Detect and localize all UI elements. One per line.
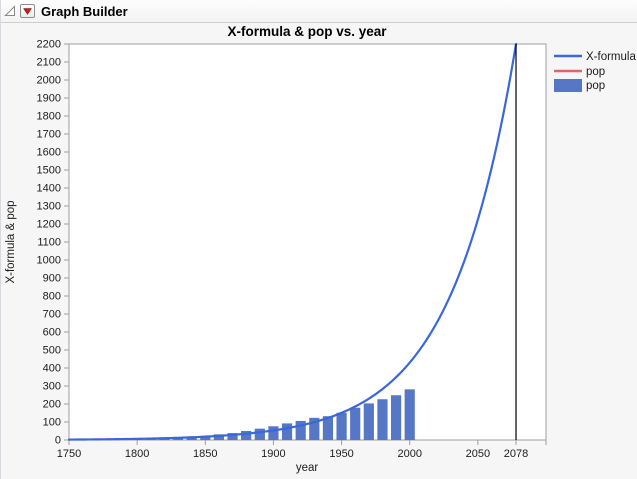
y-axis-title[interactable]: X-formula & pop <box>5 200 17 283</box>
line-series-layer <box>67 42 518 441</box>
x-tick-label[interactable]: 1900 <box>261 448 285 460</box>
report-header: Graph Builder <box>1 0 637 23</box>
axis-ticks-layer: 0 100 200 300 400 500 600 700 800 900 1000 1100 1200… <box>37 39 547 460</box>
bar-pop[interactable] <box>200 435 211 440</box>
x-tick-label[interactable]: 2050 <box>466 448 490 460</box>
legend-label-xformula[interactable]: X-formula <box>586 51 636 63</box>
legend-rect-swatch-pop[interactable] <box>554 79 582 92</box>
legend: X-formula pop pop <box>554 51 636 92</box>
disclosure-triangle-icon[interactable] <box>4 5 16 17</box>
bar-pop[interactable] <box>241 430 252 440</box>
y-tick-label[interactable]: 2200 <box>37 39 61 51</box>
x-tick-label[interactable]: 1850 <box>193 448 217 460</box>
x-tick-label[interactable]: 2000 <box>397 448 421 460</box>
y-tick-label[interactable]: 800 <box>43 291 61 303</box>
bar-pop[interactable] <box>377 399 388 440</box>
y-tick-label[interactable]: 1600 <box>37 147 61 159</box>
y-tick-label[interactable]: 1900 <box>37 93 61 105</box>
legend-label-pop-bar[interactable]: pop <box>586 80 605 92</box>
line-x-formula[interactable] <box>67 42 518 441</box>
y-tick-label[interactable]: 1200 <box>37 219 61 231</box>
chart-title: X-formula & pop vs. year <box>227 24 387 39</box>
y-tick-label[interactable]: 300 <box>43 381 61 393</box>
bar-pop[interactable] <box>309 417 320 440</box>
y-tick-label[interactable]: 500 <box>43 345 61 357</box>
y-tick-label[interactable]: 700 <box>43 309 61 321</box>
bar-pop[interactable] <box>363 403 374 440</box>
bar-pop[interactable] <box>295 420 306 440</box>
bar-pop[interactable] <box>213 434 225 440</box>
y-tick-label[interactable]: 0 <box>55 435 61 447</box>
bar-pop[interactable] <box>336 412 347 440</box>
y-tick-label[interactable]: 1300 <box>37 201 61 213</box>
x-tick-label[interactable]: 1950 <box>329 448 353 460</box>
red-triangle-menu-button[interactable] <box>20 4 35 18</box>
plot-area[interactable] <box>68 43 547 441</box>
y-tick-label[interactable]: 1100 <box>37 237 61 249</box>
y-tick-label[interactable]: 1000 <box>37 255 61 267</box>
legend-label-pop-line[interactable]: pop <box>586 66 605 78</box>
bar-pop[interactable] <box>227 433 238 440</box>
y-tick-label[interactable]: 1500 <box>37 165 61 177</box>
bar-pop[interactable] <box>254 428 265 440</box>
bar-pop[interactable] <box>350 407 361 440</box>
bar-pop[interactable] <box>322 416 334 440</box>
y-tick-label[interactable]: 100 <box>43 417 61 429</box>
y-tick-label[interactable]: 1800 <box>37 111 61 123</box>
report-title: Graph Builder <box>41 3 128 19</box>
red-triangle-icon <box>23 7 32 15</box>
x-tick-label[interactable]: 2078 <box>504 448 528 460</box>
bar-pop[interactable] <box>268 426 279 440</box>
y-tick-label[interactable]: 1700 <box>37 129 61 141</box>
y-tick-label[interactable]: 400 <box>43 363 61 375</box>
y-tick-label[interactable]: 2100 <box>37 57 61 69</box>
y-tick-label[interactable]: 200 <box>43 399 61 411</box>
bar-pop[interactable] <box>186 436 197 440</box>
x-axis-title[interactable]: year <box>296 462 319 474</box>
bar-pop[interactable] <box>281 423 293 440</box>
y-tick-label[interactable]: 900 <box>43 273 61 285</box>
x-tick-label[interactable]: 1750 <box>57 448 81 460</box>
bar-pop[interactable] <box>390 395 402 440</box>
bar-pop[interactable] <box>404 389 415 440</box>
y-tick-label[interactable]: 600 <box>43 327 61 339</box>
y-tick-label[interactable]: 2000 <box>37 75 61 87</box>
chart-canvas: 0 100 200 300 400 500 600 700 800 900 1000 1100 1200… <box>5 24 636 474</box>
x-tick-label[interactable]: 1800 <box>125 448 149 460</box>
y-tick-label[interactable]: 1400 <box>37 183 61 195</box>
